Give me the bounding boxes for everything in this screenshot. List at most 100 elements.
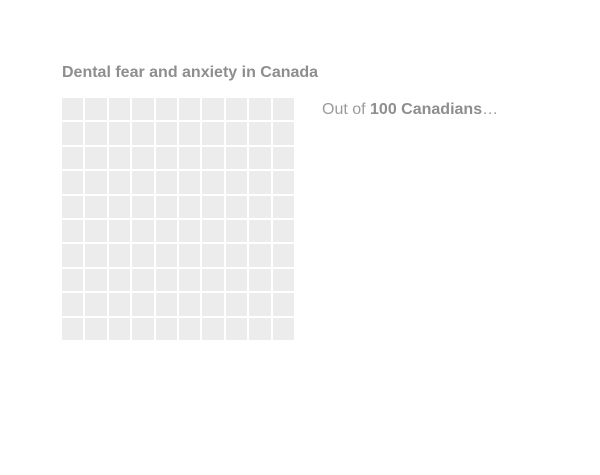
waffle-cell <box>272 268 294 292</box>
waffle-cell <box>178 146 201 170</box>
waffle-cell <box>62 122 84 145</box>
waffle-cell <box>85 146 107 170</box>
waffle-cell <box>272 195 294 218</box>
waffle-cell <box>202 244 224 267</box>
waffle-cell <box>249 122 271 145</box>
waffle-cell <box>108 244 131 267</box>
waffle-cell <box>249 195 271 218</box>
waffle-cell <box>155 122 177 145</box>
waffle-cell <box>108 171 131 194</box>
waffle-cell <box>249 171 271 194</box>
waffle-cell <box>249 293 271 316</box>
waffle-cell <box>132 268 154 292</box>
waffle-cell <box>178 293 201 316</box>
waffle-cell <box>272 244 294 267</box>
waffle-cell <box>155 293 177 316</box>
waffle-cell <box>62 293 84 316</box>
waffle-cell <box>178 219 201 243</box>
waffle-cell <box>108 268 131 292</box>
waffle-cell <box>272 122 294 145</box>
caption-text: Out of 100 Canadians… <box>322 101 498 119</box>
waffle-cell <box>249 219 271 243</box>
waffle-cell <box>85 244 107 267</box>
waffle-cell <box>225 219 248 243</box>
waffle-cell <box>272 98 294 121</box>
waffle-cell <box>62 219 84 243</box>
waffle-cell <box>202 317 224 340</box>
waffle-cell <box>272 171 294 194</box>
waffle-cell <box>155 171 177 194</box>
waffle-cell <box>108 122 131 145</box>
waffle-cell <box>272 219 294 243</box>
waffle-cell <box>225 293 248 316</box>
waffle-cell <box>155 268 177 292</box>
waffle-cell <box>62 146 84 170</box>
waffle-cell <box>225 122 248 145</box>
caption-emphasis: 100 Canadians <box>370 101 483 118</box>
waffle-cell <box>62 268 84 292</box>
waffle-cell <box>202 98 224 121</box>
waffle-cell <box>85 293 107 316</box>
waffle-cell <box>272 293 294 316</box>
waffle-cell <box>108 146 131 170</box>
waffle-cell <box>225 244 248 267</box>
waffle-cell <box>202 219 224 243</box>
waffle-cell <box>132 244 154 267</box>
waffle-cell <box>132 98 154 121</box>
caption-prefix: Out of <box>322 101 371 118</box>
waffle-cell <box>202 195 224 218</box>
waffle-cell <box>62 171 84 194</box>
waffle-cell <box>249 317 271 340</box>
caption-suffix: … <box>482 101 499 118</box>
chart-title: Dental fear and anxiety in Canada <box>62 64 319 81</box>
waffle-cell <box>249 268 271 292</box>
waffle-cell <box>202 293 224 316</box>
waffle-cell <box>132 293 154 316</box>
waffle-cell <box>132 171 154 194</box>
waffle-cell <box>62 195 84 218</box>
waffle-cell <box>85 171 107 194</box>
waffle-cell <box>85 219 107 243</box>
waffle-cell <box>85 98 107 121</box>
waffle-cell <box>108 293 131 316</box>
waffle-cell <box>155 219 177 243</box>
waffle-grid <box>62 98 294 340</box>
waffle-cell <box>272 317 294 340</box>
waffle-cell <box>108 195 131 218</box>
waffle-cell <box>178 195 201 218</box>
waffle-cell <box>85 268 107 292</box>
waffle-cell <box>108 219 131 243</box>
waffle-cell <box>178 317 201 340</box>
waffle-cell <box>132 195 154 218</box>
waffle-cell <box>202 171 224 194</box>
waffle-cell <box>249 146 271 170</box>
waffle-cell <box>225 195 248 218</box>
waffle-cell <box>155 146 177 170</box>
waffle-cell <box>155 244 177 267</box>
waffle-cell <box>155 98 177 121</box>
waffle-cell <box>108 98 131 121</box>
waffle-cell <box>85 317 107 340</box>
waffle-cell <box>155 195 177 218</box>
waffle-cell <box>225 171 248 194</box>
waffle-cell <box>202 146 224 170</box>
waffle-cell <box>178 244 201 267</box>
waffle-cell <box>178 171 201 194</box>
waffle-cell <box>85 122 107 145</box>
waffle-cell <box>108 317 131 340</box>
waffle-cell <box>178 268 201 292</box>
waffle-cell <box>132 317 154 340</box>
waffle-cell <box>132 146 154 170</box>
waffle-cell <box>155 317 177 340</box>
waffle-cell <box>225 317 248 340</box>
waffle-cell <box>178 98 201 121</box>
waffle-cell <box>178 122 201 145</box>
waffle-cell <box>225 268 248 292</box>
waffle-cell <box>62 317 84 340</box>
waffle-cell <box>202 122 224 145</box>
waffle-cell <box>249 244 271 267</box>
waffle-cell <box>132 219 154 243</box>
waffle-cell <box>225 146 248 170</box>
waffle-cell <box>272 146 294 170</box>
waffle-cell <box>249 98 271 121</box>
